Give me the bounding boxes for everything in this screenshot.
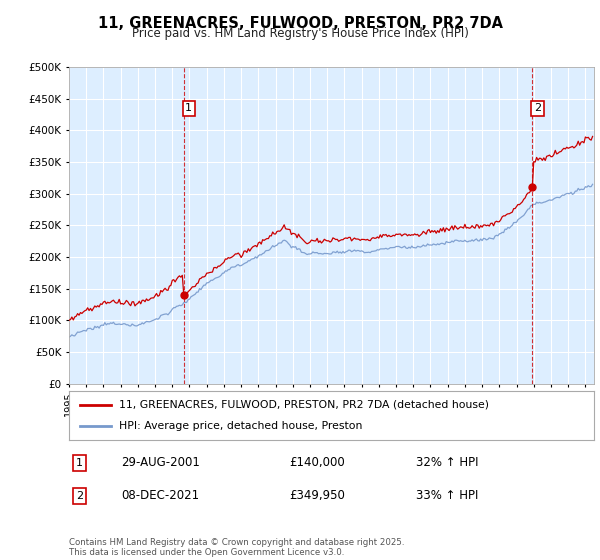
Text: £349,950: £349,950: [290, 489, 346, 502]
Text: 29-AUG-2001: 29-AUG-2001: [121, 456, 200, 469]
Text: Price paid vs. HM Land Registry's House Price Index (HPI): Price paid vs. HM Land Registry's House …: [131, 27, 469, 40]
Text: £140,000: £140,000: [290, 456, 345, 469]
Text: 2: 2: [76, 491, 83, 501]
Text: 1: 1: [76, 458, 83, 468]
Text: Contains HM Land Registry data © Crown copyright and database right 2025.
This d: Contains HM Land Registry data © Crown c…: [69, 538, 404, 557]
Text: HPI: Average price, detached house, Preston: HPI: Average price, detached house, Pres…: [119, 421, 362, 431]
Text: 2: 2: [534, 104, 541, 113]
Text: 08-DEC-2021: 08-DEC-2021: [121, 489, 200, 502]
Text: 33% ↑ HPI: 33% ↑ HPI: [415, 489, 478, 502]
Text: 11, GREENACRES, FULWOOD, PRESTON, PR2 7DA: 11, GREENACRES, FULWOOD, PRESTON, PR2 7D…: [97, 16, 503, 31]
Text: 32% ↑ HPI: 32% ↑ HPI: [415, 456, 478, 469]
Text: 1: 1: [185, 104, 193, 113]
Text: 11, GREENACRES, FULWOOD, PRESTON, PR2 7DA (detached house): 11, GREENACRES, FULWOOD, PRESTON, PR2 7D…: [119, 399, 489, 409]
